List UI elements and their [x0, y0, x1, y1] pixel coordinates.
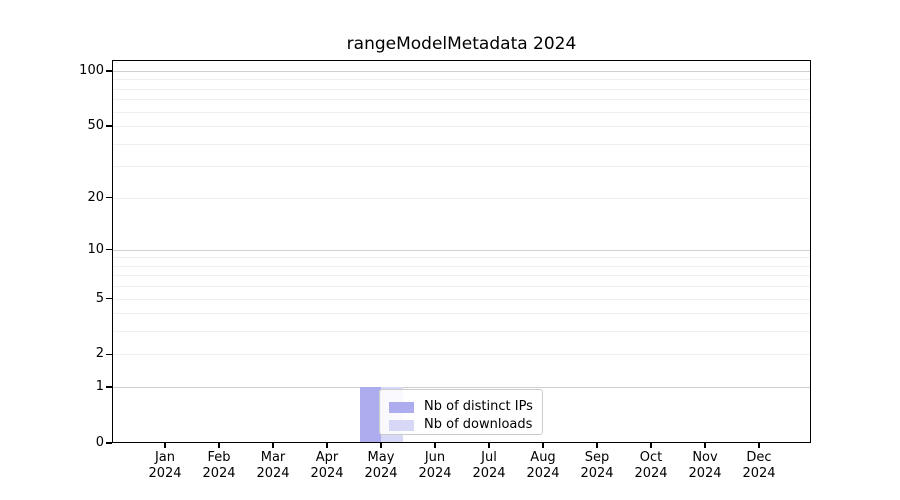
- x-tick-year: 2024: [742, 465, 776, 481]
- x-tick-mark: [596, 443, 598, 448]
- y-tick-mark: [106, 125, 112, 127]
- x-tick-month: Nov: [692, 450, 718, 465]
- minor-gridline: [112, 257, 811, 259]
- minor-gridline: [112, 88, 811, 90]
- bar-distinct-ips: [359, 387, 381, 443]
- y-tick-mark: [106, 297, 112, 300]
- major-gridline: [112, 70, 811, 72]
- x-tick-label: Oct 2024: [619, 450, 683, 481]
- x-tick-month: Sep: [584, 450, 610, 465]
- x-tick-label: Jun 2024: [403, 450, 467, 481]
- x-tick-label: Nov 2024: [673, 450, 737, 481]
- x-tick-month: Oct: [639, 450, 663, 465]
- minor-gridline: [112, 99, 811, 101]
- x-tick-label: Sep 2024: [565, 450, 629, 481]
- minor-gridline: [112, 143, 811, 145]
- y-tick-label: 50: [87, 118, 104, 134]
- x-tick-year: 2024: [688, 465, 722, 481]
- minor-gridline: [112, 313, 811, 315]
- minor-gridline: [112, 286, 811, 288]
- minor-gridline: [112, 166, 811, 168]
- x-tick-year: 2024: [418, 465, 452, 481]
- legend-label-distinct-ips: Nb of distinct IPs: [424, 399, 533, 414]
- x-tick-year: 2024: [148, 465, 182, 481]
- x-tick-year: 2024: [310, 465, 344, 481]
- y-tick-label: 5: [95, 290, 104, 306]
- x-tick-mark: [488, 443, 490, 448]
- y-tick-mark: [106, 70, 112, 72]
- x-tick-mark: [542, 443, 544, 448]
- x-tick-year: 2024: [364, 465, 398, 481]
- minor-gridline: [112, 298, 811, 300]
- legend: Nb of distinct IPs Nb of downloads: [379, 389, 543, 435]
- minor-gridline: [112, 354, 811, 356]
- x-tick-label: Jul 2024: [457, 450, 521, 481]
- minor-gridline: [112, 275, 811, 277]
- y-tick-label: 1: [95, 379, 104, 395]
- x-tick-mark: [272, 443, 274, 448]
- x-tick-year: 2024: [256, 465, 290, 481]
- minor-gridline: [112, 265, 811, 267]
- legend-swatch-downloads: [389, 419, 414, 431]
- legend-entry-distinct-ips: Nb of distinct IPs: [380, 398, 533, 416]
- y-tick-mark: [106, 353, 112, 356]
- x-tick-mark: [218, 443, 220, 448]
- x-tick-label: May 2024: [349, 450, 413, 481]
- legend-swatch-distinct-ips: [389, 401, 414, 413]
- minor-gridline: [112, 79, 811, 81]
- y-tick-label: 100: [79, 62, 104, 78]
- x-tick-month: May: [367, 450, 395, 465]
- legend-entry-downloads: Nb of downloads: [380, 416, 532, 434]
- x-tick-mark: [380, 443, 382, 448]
- x-tick-mark: [326, 443, 328, 448]
- x-tick-month: Aug: [530, 450, 556, 465]
- y-tick-mark: [106, 386, 112, 388]
- minor-gridline: [112, 126, 811, 128]
- major-gridline: [112, 387, 811, 389]
- x-tick-mark: [758, 443, 760, 448]
- minor-gridline: [112, 331, 811, 333]
- x-tick-month: Mar: [260, 450, 286, 465]
- x-tick-year: 2024: [634, 465, 668, 481]
- x-tick-year: 2024: [472, 465, 506, 481]
- x-tick-mark: [650, 443, 652, 448]
- x-tick-label: Apr 2024: [295, 450, 359, 481]
- legend-label-downloads: Nb of downloads: [424, 417, 533, 432]
- y-tick-label: 20: [87, 189, 104, 205]
- x-tick-label: Feb 2024: [187, 450, 251, 481]
- x-tick-month: Apr: [315, 450, 339, 465]
- x-tick-month: Jan: [154, 450, 176, 465]
- x-tick-month: Jun: [424, 450, 446, 465]
- x-tick-label: Aug 2024: [511, 450, 575, 481]
- x-tick-label: Dec 2024: [727, 450, 791, 481]
- x-tick-mark: [704, 443, 706, 448]
- minor-gridline: [112, 197, 811, 199]
- plot-area: [112, 60, 811, 443]
- y-tick-mark: [106, 249, 112, 251]
- x-tick-month: Jul: [481, 450, 497, 465]
- x-tick-month: Feb: [207, 450, 231, 465]
- x-tick-year: 2024: [580, 465, 614, 481]
- y-tick-label: 2: [95, 346, 104, 362]
- x-tick-label: Mar 2024: [241, 450, 305, 481]
- y-tick-mark: [106, 442, 112, 444]
- chart-title: rangeModelMetadata 2024: [346, 34, 577, 54]
- y-tick-label: 10: [87, 241, 104, 257]
- minor-gridline: [112, 111, 811, 113]
- major-gridline: [112, 249, 811, 251]
- y-tick-mark: [106, 196, 112, 199]
- x-tick-year: 2024: [202, 465, 236, 481]
- x-tick-mark: [164, 443, 166, 448]
- x-tick-year: 2024: [526, 465, 560, 481]
- y-tick-label: 0: [95, 435, 104, 450]
- x-tick-label: Jan 2024: [133, 450, 197, 481]
- x-tick-mark: [434, 443, 436, 448]
- x-tick-month: Dec: [746, 450, 772, 465]
